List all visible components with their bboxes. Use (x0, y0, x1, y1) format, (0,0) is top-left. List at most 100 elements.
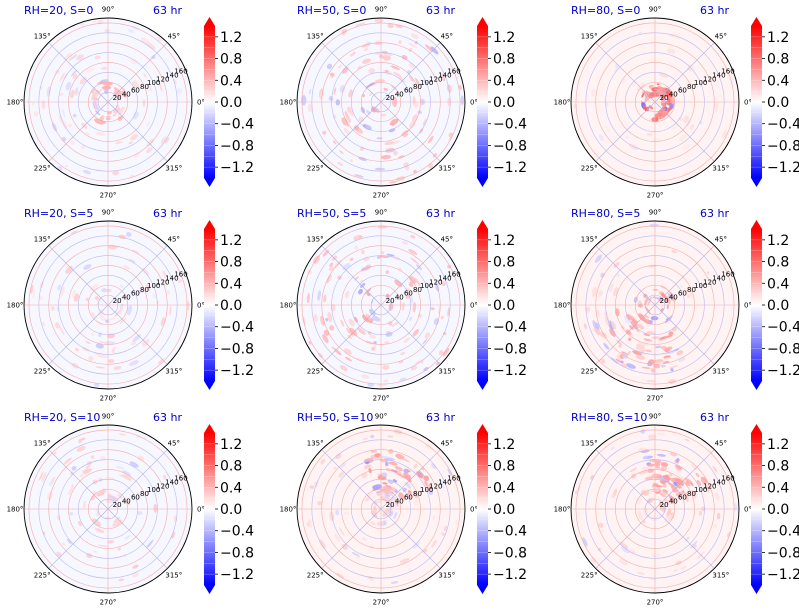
radial-tick-label: 160 (174, 68, 187, 76)
field-cell (143, 73, 147, 78)
radial-tick-label: 100 (147, 282, 160, 290)
colorbar-extend-max (751, 424, 762, 433)
field-cell (125, 231, 132, 237)
field-cell (104, 89, 109, 95)
field-cell (81, 144, 86, 150)
field-cell (335, 453, 342, 459)
field-cell (383, 379, 389, 383)
field-cell (334, 533, 341, 542)
field-cell (65, 81, 72, 91)
field-cell (610, 446, 615, 450)
field-cell (317, 500, 323, 506)
field-cell (620, 546, 630, 554)
field-cell (637, 510, 643, 521)
radial-tick-label: 80 (140, 490, 149, 498)
field-cell (648, 85, 653, 89)
angle-tick-label: 135° (581, 440, 598, 448)
field-cell (636, 82, 646, 91)
field-cell (62, 542, 66, 546)
angular-gridline (107, 304, 168, 365)
colorbar-tick-label: −0.4 (493, 524, 527, 540)
angle-tick-label: 180° (554, 302, 571, 310)
field-cell (97, 81, 104, 85)
field-cell (128, 360, 139, 366)
angular-gridline (380, 245, 441, 306)
field-cell (422, 118, 427, 126)
angle-tick-label: 90° (375, 413, 387, 421)
field-cell (71, 69, 77, 77)
colorbar-tick-label: 0.8 (493, 255, 515, 271)
field-cell (358, 288, 363, 295)
field-cell (648, 359, 656, 365)
field-cell (684, 288, 688, 296)
radial-tick-label: 60 (678, 87, 687, 95)
field-cell (81, 467, 90, 473)
field-cell (667, 481, 675, 487)
angular-gridline (48, 101, 109, 162)
field-cell (401, 241, 409, 245)
field-cell (319, 539, 326, 549)
angular-gridline (321, 508, 382, 569)
radial-tick-label: 40 (395, 90, 404, 98)
angular-gridline (48, 42, 109, 103)
field-cell (408, 275, 417, 284)
field-cell (594, 254, 603, 263)
field-cell (658, 335, 670, 340)
angle-tick-label: 135° (307, 33, 324, 41)
field-cell (432, 514, 435, 521)
angular-gridline (321, 101, 382, 162)
field-cell (648, 434, 657, 440)
field-cell (113, 90, 121, 100)
colorbar-tick-label: 0.8 (767, 459, 789, 475)
angle-tick-label: 90° (102, 413, 114, 421)
field-cell (670, 96, 675, 105)
field-cell (392, 500, 397, 508)
field-cell (653, 359, 664, 363)
field-cell (353, 316, 358, 323)
field-cell (97, 354, 108, 359)
field-cell (409, 120, 416, 129)
field-cell (353, 125, 360, 131)
field-cell (427, 135, 434, 144)
field-cell (104, 341, 115, 345)
field-cell (430, 307, 435, 311)
field-cell (366, 41, 371, 46)
field-cell (176, 87, 182, 95)
field-cell (113, 366, 122, 370)
panel-time-label: 63 hr (426, 207, 455, 220)
field-cell (46, 86, 51, 97)
field-cell (91, 311, 96, 319)
field-cell (683, 115, 689, 123)
field-cell (115, 140, 123, 145)
field-cell (370, 450, 378, 453)
field-cell (114, 310, 121, 318)
field-cell (96, 508, 100, 516)
field-cell (98, 341, 106, 344)
field-cell (306, 522, 311, 527)
field-cell (53, 451, 57, 456)
field-cell (108, 359, 115, 363)
field-cell (107, 540, 115, 544)
colorbar: 1.2 0.8 0.4 0.0 −0.4 −0.8 −1.2 (751, 220, 799, 390)
field-cell (374, 167, 385, 171)
field-cell (112, 113, 117, 117)
radial-tick-label: 120 (703, 278, 716, 286)
field-cell (82, 169, 92, 175)
angular-gridline (107, 449, 168, 510)
angle-tick-label: 315° (712, 571, 729, 579)
field-cell (440, 532, 446, 537)
panel-title: RH=20, S=10 (24, 411, 100, 424)
field-cell (644, 314, 650, 319)
field-cell (301, 95, 307, 106)
field-cell (668, 473, 673, 477)
field-cell (651, 368, 656, 373)
field-cell (327, 311, 333, 323)
field-cell (63, 54, 70, 60)
field-cell (669, 365, 679, 369)
field-cell (603, 342, 610, 350)
colorbar-tick-label: −0.8 (493, 341, 527, 357)
polar-panel: 0°45°90°135°180°225°270°315°20 40 60 801001… (280, 411, 528, 607)
field-cell (671, 123, 679, 130)
field-cell (405, 287, 412, 296)
field-cell (629, 548, 636, 555)
